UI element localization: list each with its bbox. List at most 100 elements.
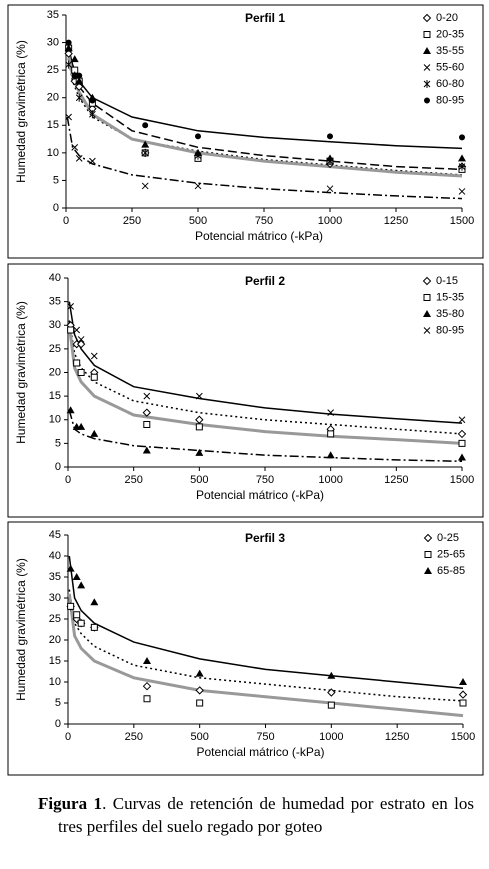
data-point [326,157,334,166]
x-tick-label: 750 [255,215,273,227]
data-point [141,140,150,148]
x-tick-label: 1000 [318,474,342,486]
legend-label: 55-60 [436,61,464,73]
legend-marker [423,80,431,88]
y-tick-label: 0 [55,461,61,473]
data-point [73,611,81,619]
data-point [142,408,152,417]
data-point [459,678,467,685]
data-point [75,155,83,162]
data-point [70,55,79,63]
legend-label: 60-80 [436,78,464,90]
y-tick-label: 20 [47,92,59,104]
data-point [195,415,204,424]
data-point [195,423,203,431]
x-tick-label: 1000 [318,215,342,227]
x-tick-label: 500 [190,731,208,743]
y-tick-label: 15 [49,390,61,402]
data-point [64,44,73,52]
x-tick-label: 1500 [450,215,474,227]
x-axis-label: Potencial mátrico (-kPa) [195,229,323,243]
data-point [458,439,466,447]
x-tick-label: 1000 [319,731,343,743]
data-point [142,122,149,129]
x-tick-label: 750 [256,731,274,743]
data-point [143,657,151,664]
legend-marker [422,13,432,23]
data-point [459,699,467,707]
legend-label: 0-20 [436,12,458,24]
legend-label: 0-25 [437,532,459,544]
data-point [75,93,83,102]
legend-marker [424,97,431,104]
y-tick-label: 35 [49,296,61,308]
legend-marker [423,327,431,334]
legend-label: 20-35 [436,28,464,40]
data-point [327,430,335,438]
x-tick-label: 500 [189,215,207,227]
data-point [458,416,466,424]
data-point [73,326,81,334]
data-point [71,72,78,79]
y-tick-label: 5 [55,437,61,449]
legend-marker [424,567,432,574]
data-point [75,77,84,85]
y-tick-label: 35 [47,9,59,21]
x-tick-label: 1500 [450,474,474,486]
y-tick-label: 30 [49,319,61,331]
legend-label: 80-95 [436,324,464,336]
fit-curve [66,53,463,176]
data-point [457,429,467,439]
x-tick-label: 250 [125,731,143,743]
data-point [66,564,75,572]
y-tick-label: 15 [47,119,59,131]
x-tick-label: 750 [256,474,274,486]
legend-marker [423,533,433,543]
data-point [458,154,466,162]
x-axis-label: Potencial mátrico (-kPa) [196,745,324,759]
data-point [76,72,83,79]
y-tick-label: 25 [49,613,61,625]
legend-label: 65-85 [437,565,465,577]
data-point [141,148,149,157]
data-point [77,619,85,627]
data-point [143,420,151,428]
data-point [65,60,72,69]
data-point [90,373,98,381]
data-point [89,110,96,119]
legend-marker [423,310,431,317]
legend-label: 25-65 [437,548,465,560]
data-point [458,690,468,699]
y-tick-label: 10 [47,147,59,159]
legend-marker [423,31,431,38]
data-point [90,352,98,360]
fit-curve [66,116,463,200]
x-tick-label: 0 [65,474,71,486]
legend-label: 15-35 [436,291,464,303]
panel-border [7,4,484,259]
fit-curve [68,410,463,463]
data-point [195,448,204,456]
data-point [77,369,85,376]
data-point [77,581,86,589]
data-point [327,409,335,417]
x-tick-label: 1250 [384,474,408,486]
data-point [195,133,201,140]
data-point [77,422,86,430]
data-point [196,699,204,707]
panel-border [7,521,484,776]
y-tick-label: 40 [49,272,61,284]
x-tick-label: 0 [63,215,69,227]
legend-marker [423,47,431,54]
data-point [195,686,204,695]
fit-curve [68,589,464,702]
data-point [71,143,79,151]
data-point [194,151,202,160]
y-tick-label: 0 [53,202,59,214]
data-point [142,446,151,454]
y-tick-label: 10 [49,676,61,688]
data-point [77,336,85,343]
data-point [459,134,465,141]
x-tick-label: 0 [65,731,71,743]
